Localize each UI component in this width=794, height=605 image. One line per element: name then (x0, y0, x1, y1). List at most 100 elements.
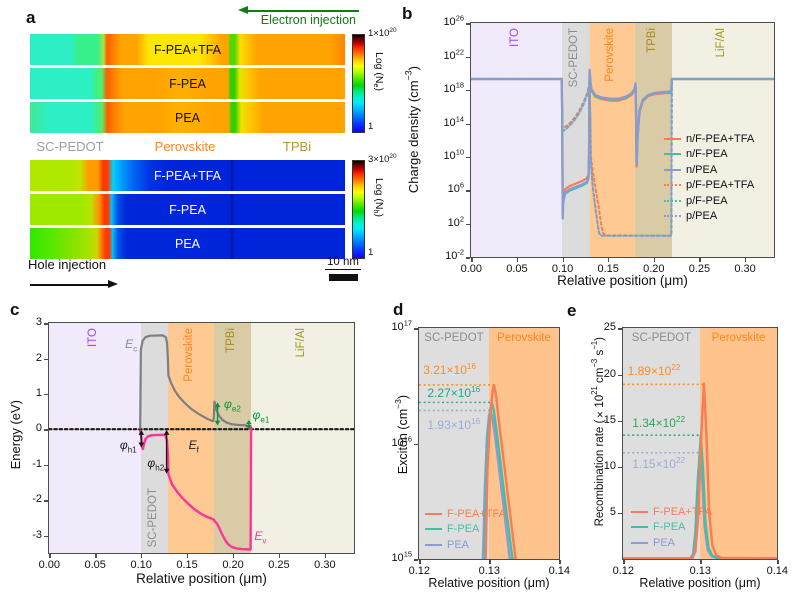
y-tick-label: -3 (32, 528, 42, 541)
legend-item: p/PEA (664, 209, 754, 225)
region-perovskite (168, 323, 215, 553)
y-tick (44, 464, 48, 467)
heatmap-row-label: F-PEA (169, 76, 206, 91)
chart-canvas-b (471, 68, 774, 237)
x-tick-label: 0.15 (176, 559, 198, 571)
series-n/PEA (471, 68, 774, 220)
heatmap-row-label: F-PEA+TFA (153, 42, 222, 57)
region-tpbi (635, 23, 672, 257)
legend-line-sample (425, 543, 442, 546)
legend-item: PEA (425, 537, 506, 553)
panel-b-charge-density-chart: Charge density (cm−3) ITO SC-PEDOT Perovsk… (398, 0, 794, 295)
x-tick (419, 560, 421, 564)
x-tick-label: 0.14 (766, 565, 789, 577)
legend-item: F-PEA (425, 522, 506, 538)
legend-label: PEA (447, 538, 470, 551)
x-tick-label: 0.25 (688, 263, 711, 275)
text-part: −1 (590, 340, 600, 350)
y-tick (466, 157, 470, 159)
text-part: Energy (eV) (8, 400, 23, 470)
text-part: 3×10 (368, 154, 390, 165)
text-part: 3.21×10 (423, 362, 467, 377)
layer-label-tpbi: TPBi (282, 139, 312, 154)
legend-line-sample (664, 153, 681, 156)
legend-label: n/F-PEA (686, 148, 728, 161)
plot-area: ITO SC-PEDOT Perovskite TPBi LiF/Al n/F-PEA+T… (470, 22, 775, 258)
text-part: 26 (455, 13, 464, 23)
x-tick (562, 258, 564, 262)
legend-label: F-PEA+TFA (447, 507, 506, 520)
y-tick (44, 323, 48, 325)
colorbar-min-label: 1 (368, 121, 374, 132)
annotation-label: Ev (254, 529, 267, 546)
y-axis-title: Energy (eV) (8, 400, 23, 469)
text-part: −3 (392, 399, 403, 409)
x-tick-label: 0.12 (408, 565, 431, 577)
layer-labels: SC-PEDOT Perovskite TPBi (0, 139, 396, 155)
text-part: 16 (403, 434, 412, 444)
x-tick-label: 0.10 (130, 559, 152, 571)
text-part: v (262, 536, 267, 546)
arrowhead-icon (138, 429, 145, 435)
y-tick (414, 559, 418, 561)
legend-line-sample (664, 215, 681, 218)
y-tick (466, 123, 470, 125)
panel-c-band-diagram-chart: Energy (eV) ITO SC-PEDOT Perovskite TPBi LiF… (0, 295, 396, 605)
region-sc-pedot (623, 328, 700, 559)
region-label-sc-pedot: SC-PEDOT (424, 332, 484, 344)
hole-injection-arrowhead-icon (108, 280, 118, 288)
scale-bar (329, 274, 358, 281)
x-tick (471, 258, 473, 262)
legend-label: F-PEA (447, 523, 480, 536)
text-part: ) (594, 337, 606, 341)
series-p/F-PEA+TFA (471, 78, 774, 237)
text-part: 16 (466, 361, 476, 371)
y-tick (44, 394, 48, 396)
legend-label: p/F-PEA+TFA (686, 179, 755, 192)
text-part: e2 (231, 404, 241, 414)
text-part: 10 (443, 83, 456, 96)
arrowhead-icon (163, 468, 170, 474)
y-tick (44, 358, 48, 360)
hole-injection-label: Hole injection (28, 257, 107, 272)
y-tick (618, 513, 622, 515)
text-part: φ (252, 408, 261, 422)
y-tick (44, 500, 48, 502)
panel-d-label: d (393, 300, 404, 319)
y-tick-label: 1016 (391, 434, 412, 449)
y-tick-label: 1015 (391, 550, 412, 564)
x-tick (489, 560, 491, 564)
x-tick (608, 258, 610, 262)
annotation-label: φe1 (252, 408, 269, 424)
y-tick-label: 15 (603, 413, 616, 426)
panel-e-label: e (567, 301, 577, 320)
text-part: Log (N (373, 178, 385, 210)
legend-label: n/PEA (686, 163, 718, 176)
legend-item: F-PEA+TFA (631, 504, 712, 520)
series-F-PEA+TFA (484, 383, 517, 559)
y-tick-label: 10-2 (445, 248, 464, 262)
scale-bar-label: 10 nm (325, 256, 361, 270)
y-tick (618, 420, 622, 422)
text-part: 10 (455, 147, 464, 157)
text-part: 18 (455, 80, 464, 90)
x-tick (141, 554, 143, 558)
series-F-PEA+TFA (623, 382, 777, 559)
x-tick-label: 0.25 (268, 559, 290, 571)
panel-d-exciton-chart: Exciton (cm−3) SC-PEDOT Perovskite 3.21×10… (391, 295, 571, 605)
y-tick (466, 56, 470, 59)
region-label-sc-pedot: SC-PEDOT (631, 332, 692, 344)
text-part: 10 (391, 321, 404, 334)
legend-item: PEA (631, 535, 712, 551)
x-tick-label: 0.14 (548, 565, 571, 577)
text-part: 10 (443, 49, 456, 62)
heatmap-row-pea: PEA (30, 228, 345, 259)
y-tick (414, 328, 418, 330)
x-tick (653, 258, 656, 262)
y-tick-label: 1022 (443, 48, 464, 62)
text-part: ) (373, 87, 385, 91)
legend: n/F-PEA+TFA n/F-PEA n/PEA p/F-PEA+TFA p/F-PE… (664, 131, 754, 224)
colorbar-min-label: 1 (368, 247, 374, 258)
y-tick (466, 90, 470, 92)
